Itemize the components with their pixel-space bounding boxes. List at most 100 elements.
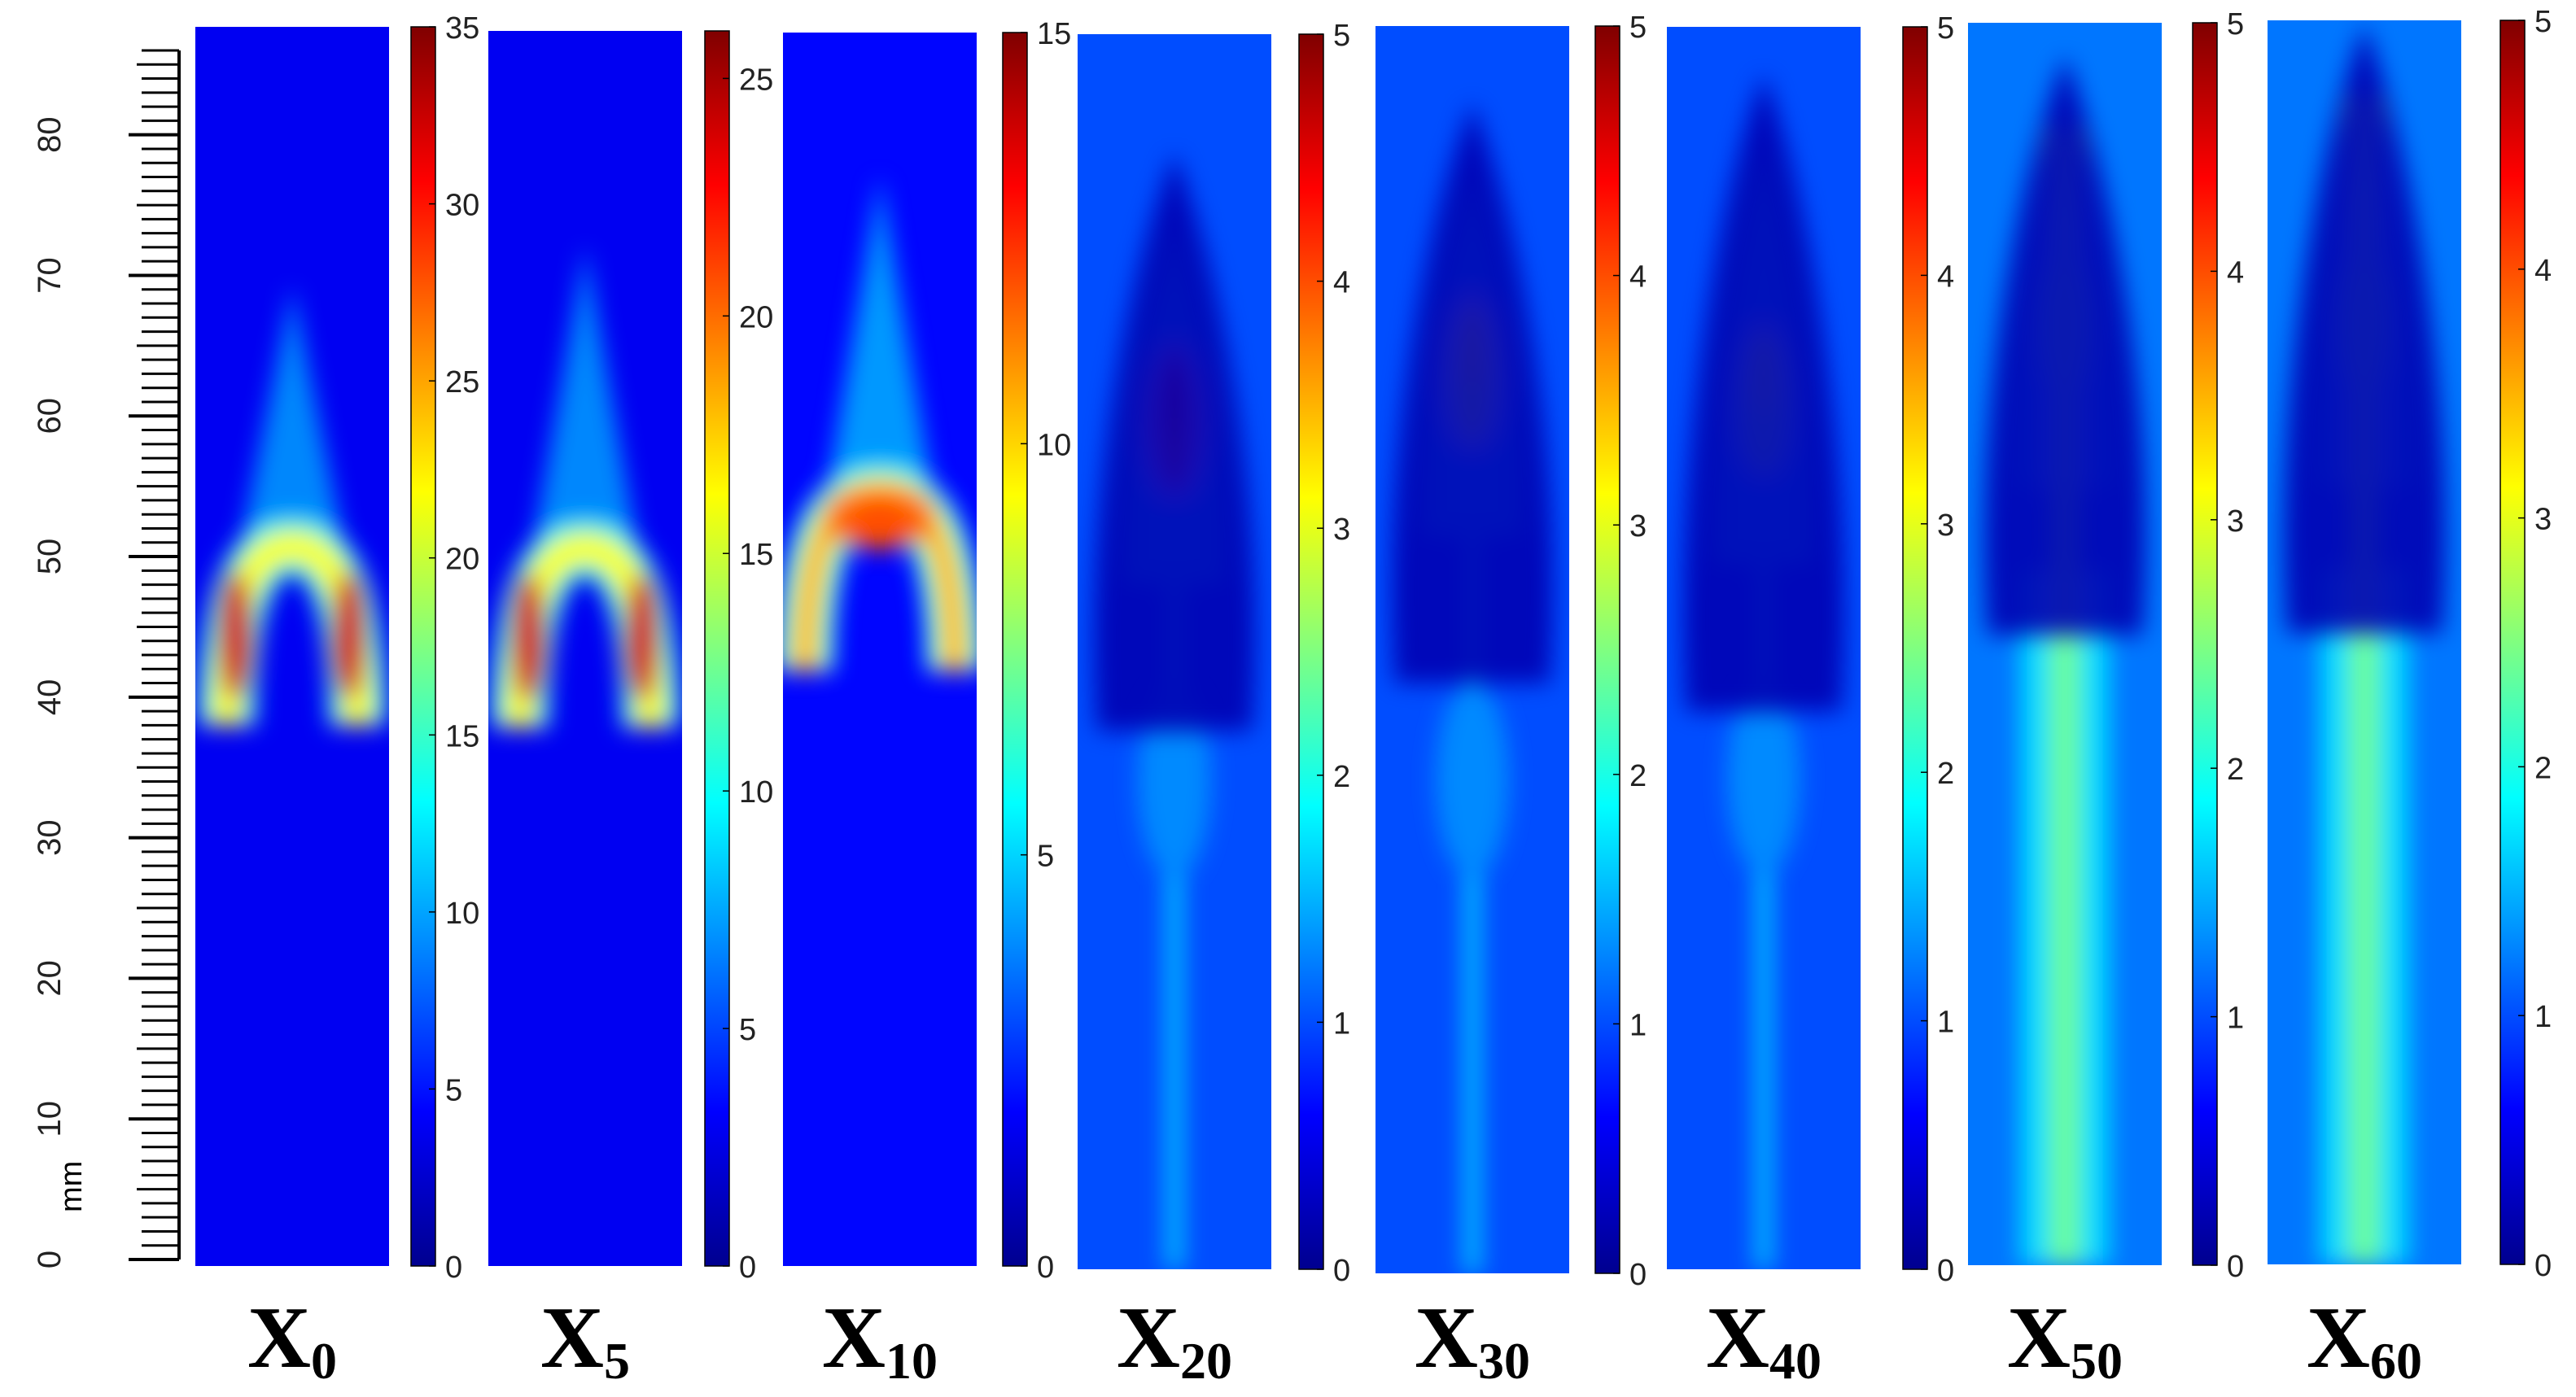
heatmap-image [488,31,682,1266]
colorbar-tick-label: 5 [1333,19,1350,53]
panel-label-subscript: 5 [604,1332,630,1390]
ruler-tick-label: 40 [32,679,68,716]
ruler-tick-label: 50 [32,539,68,575]
mm-ruler: 0 10 20 30 40 50 60 70 80 mm [32,49,181,1268]
heatmap-image [1375,26,1569,1273]
colorbar-tick-label: 5 [2227,7,2244,41]
colorbar-tick-label: 3 [1937,509,1954,543]
colorbar-tick-label: 20 [739,300,773,334]
panel-label-subscript: 10 [886,1332,938,1390]
panel-label-letter: X [1415,1290,1478,1386]
colorbar-tick-label: 15 [739,538,773,572]
panel-label-letter: X [822,1290,886,1386]
colorbar [1298,33,1324,1270]
panel-label: X5 [540,1290,630,1390]
colorbar-tick-label: 0 [2227,1250,2244,1284]
colorbar-tick-label: 2 [2227,753,2244,787]
colorbar-tick-label: 4 [2227,255,2244,290]
ruler-tick-label: 30 [32,819,68,856]
panel-label-subscript: 50 [2071,1332,2123,1390]
colorbar-tick-label: 0 [2534,1249,2552,1283]
colorbar-tick-label: 2 [1333,760,1350,794]
colorbar-tick-label: 5 [1037,840,1054,874]
colorbar-tick-label: 1 [1937,1006,1954,1040]
colorbar-tick-label: 3 [2534,503,2552,537]
ruler-tick-label: 10 [32,1101,68,1137]
colorbar-tick-label: 0 [739,1251,756,1285]
panel-X30: 0 1 2 3 4 5 X30 [1375,11,1647,1390]
heatmap-image [1968,23,2162,1265]
panel-label-subscript: 20 [1180,1332,1232,1390]
heatmap-image [1667,27,1861,1269]
colorbar-tick-label: 5 [2534,5,2552,39]
panel-label: X30 [1415,1290,1530,1390]
heatmap-panels: 05101520253035X00510152025X5051015X10012… [195,5,2552,1390]
panel-X60: 0 1 2 3 4 5 X60 [2268,5,2552,1390]
colorbar-tick-label: 2 [2534,751,2552,785]
colorbar-tick-label: 25 [445,365,479,399]
colorbar [1902,26,1928,1270]
colorbar-tick-label: 0 [1037,1251,1054,1285]
colorbar-tick-label: 3 [1629,509,1647,544]
colorbar-tick-label: 4 [1937,260,1954,294]
panel-label: X50 [2007,1290,2123,1390]
panel-X20: 0 1 2 3 4 5 X20 [1078,19,1350,1390]
colorbar-tick-label: 15 [1037,17,1071,51]
colorbar-tick-label: 25 [739,63,773,97]
colorbar-tick-label: 1 [1629,1008,1647,1042]
panel-X5: 0 5 10 15 20 25 X5 [488,30,773,1390]
colorbar-tick-label: 0 [1629,1258,1647,1292]
panel-X50: 0 1 2 3 4 5 X50 [1968,7,2244,1390]
colorbar-tick-label: 4 [1629,260,1647,295]
ruler-tick-label: 0 [32,1251,68,1268]
panel-label-subscript: 30 [1478,1332,1530,1390]
panel-label-letter: X [1706,1290,1769,1386]
panel-label-subscript: 60 [2370,1332,2422,1390]
colorbar-tick-label: 5 [1937,11,1954,46]
colorbar-tick-label: 15 [445,719,479,753]
panel-label-letter: X [540,1290,604,1386]
panel-label-letter: X [247,1290,311,1386]
ruler-ticks [129,49,181,1261]
ruler-unit-label: mm [55,1161,89,1212]
panel-label: X60 [2307,1290,2422,1390]
panel-label-subscript: 0 [311,1332,337,1390]
panel-label: X20 [1117,1290,1232,1390]
colorbar-tick-label: 1 [1333,1006,1350,1041]
colorbar [1594,25,1620,1274]
ruler-labels: 0 10 20 30 40 50 60 70 80 [32,116,68,1268]
colorbar-tick-label: 10 [739,775,773,810]
ruler-tick-label: 60 [32,398,68,434]
heatmap-image [195,27,389,1266]
colorbar-tick-label: 4 [1333,266,1350,300]
colorbar-tick-label: 5 [445,1073,462,1107]
colorbar [410,26,436,1267]
panel-label-subscript: 40 [1769,1332,1822,1390]
colorbar [1002,32,1028,1267]
colorbar-tick-label: 2 [1937,757,1954,791]
heatmap-image [1078,34,1271,1269]
colorbar-tick-label: 3 [2227,504,2244,539]
colorbar-tick-label: 30 [445,189,479,223]
colorbar-tick-label: 3 [1333,513,1350,547]
heatmap-image [2268,20,2461,1264]
colorbar-tick-label: 35 [445,11,479,46]
colorbar-tick-label: 1 [2227,1002,2244,1036]
ruler-tick-label: 70 [32,257,68,294]
panel-label: X0 [247,1290,337,1390]
colorbar-tick-label: 0 [1937,1254,1954,1288]
panel-label-letter: X [1117,1290,1180,1386]
colorbar-tick-label: 1 [2534,1000,2552,1034]
panel-label-letter: X [2007,1290,2071,1386]
colorbar [2192,22,2218,1266]
panel-X40: 0 1 2 3 4 5 X40 [1667,11,1954,1390]
panel-label-letter: X [2307,1290,2370,1386]
colorbar-tick-label: 0 [445,1251,462,1285]
panel-label: X40 [1706,1290,1822,1390]
colorbar-tick-label: 20 [445,543,479,577]
heatmap-image [783,33,977,1266]
colorbar-tick-label: 0 [1333,1254,1350,1288]
